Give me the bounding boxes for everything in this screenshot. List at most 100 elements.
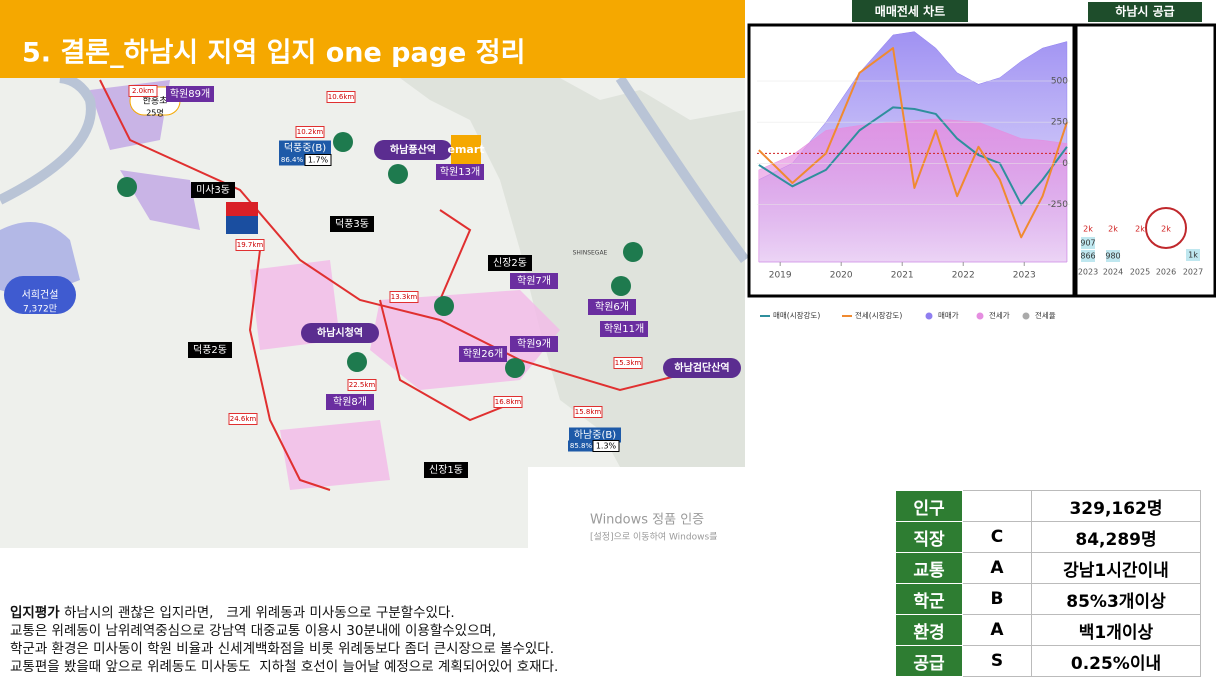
map-label-box [424,462,468,478]
title-bar [0,0,745,78]
map-label-box [459,346,507,362]
map-river [0,73,750,263]
map-label-box [301,323,379,343]
y-tick-label: 250 [1051,118,1068,128]
map-label: 15.3km [615,359,642,367]
supply-year: 2024 [1103,268,1123,277]
table-cell: B [962,583,1032,615]
supply-label: 2k [1083,225,1093,234]
map-label: 25명 [146,108,164,118]
map-label-box [588,299,636,315]
table-cell: S [962,645,1032,677]
map-label-box [663,358,741,378]
table-cell: 강남1시간이내 [1031,552,1201,584]
table-cell: A [962,552,1032,584]
map-label-box [389,291,419,303]
map-label: 덕풍2동 [193,344,227,356]
map-label-box [488,255,532,271]
map-label: 학원11개 [604,323,644,335]
text-line: 교통편을 봤을때 앞으로 위례동도 미사동도 지하철 호선이 늘어날 예정으로 … [10,659,559,675]
map-label: 학원8개 [333,396,367,408]
map-label: 1.3% [596,442,617,451]
map-label: 13.3km [391,293,418,301]
map-label: SHINSEGAE [573,250,608,257]
y-tick-label: -250 [1048,200,1069,210]
text-line: 학군과 환경은 미사동이 학원 비율과 신세계백화점을 비롯 위례동보다 좀더 … [10,641,555,657]
map-label-box [279,154,305,166]
map-route [99,79,701,491]
supply-label: 1k [1188,251,1198,260]
price-line [758,47,1068,239]
map-label-box [436,164,484,180]
map-label: 86.4% [281,156,304,164]
map-label-box [613,357,643,369]
supply-year: 2023 [1078,268,1098,277]
map-label-box [228,413,258,425]
map-label-box [4,276,76,314]
summary-table: 인구 329,162명 직장 C 84,289명 교통 A 강남1시간이내 학군 B 85%3개이상… [895,490,1201,677]
x-tick-label: 2023 [1013,271,1036,281]
table-cell: 0.25%이내 [1031,645,1201,677]
map-label-box [569,427,621,443]
x-tick-label: 2019 [769,271,792,281]
slide-title: 5. 결론_하남시 지역 입지 one page 정리 [22,38,525,69]
map-label-box [568,440,594,452]
price-area [758,118,1068,263]
map-label: emart [447,143,484,156]
map-label: 미사3동 [196,184,230,196]
map-label: 85.8% [570,442,593,450]
map-district [90,80,200,230]
map-markers [117,132,643,378]
map-label-box [347,379,377,391]
map-label-box [573,406,603,418]
map-label-box [191,182,235,198]
table-cell: 교통 [895,552,963,584]
map-label: 10.6km [328,93,355,101]
chart-tag-text: 하남시 공급 [1115,4,1174,19]
map-label-box [592,440,620,452]
text-line: 교통은 위례동이 남위례역중심으로 강남역 대중교통 이용시 30분내에 이용할… [10,623,497,639]
map-label-box [326,91,356,103]
map-label-box [374,140,452,160]
evaluation-text: 입지평가 하남시의 괜찮은 입지라면, 크게 위례동과 미사동으로 구분할수있다… [10,604,558,676]
x-tick-label: 2022 [952,271,975,281]
map-label: 16.8km [495,398,522,406]
map-area [400,78,745,467]
map-label: [설정]으로 이동하여 Windows를 [590,531,717,543]
table-cell: 85%3개이상 [1031,583,1201,615]
map-label-box [510,336,558,352]
costco-logo [226,202,258,216]
table-row: 학군 B 85%3개이상 [895,583,1201,615]
chart-frame [747,23,1076,298]
legend-label: 전세(시장강도) [855,310,902,320]
map-label-box [451,135,481,165]
map-label-box [235,239,265,251]
map-label: 학원6개 [595,301,629,313]
map-label-box [279,140,331,156]
chart-tag-text: 매매전세 차트 [875,4,945,19]
text-line: 하남시의 괜찮은 입지라면, 크게 위례동과 미사동으로 구분할수있다. [63,605,455,621]
supply-label: 907 [1080,239,1095,248]
map-label: 학원7개 [517,275,551,287]
map-label-box [326,394,374,410]
map-label-box [330,216,374,232]
supply-bar [1106,250,1120,262]
map-label-box [510,273,558,289]
supply-label: 866 [1080,252,1095,261]
map-label: 1.7% [308,156,329,165]
supply-label: 2k [1135,225,1145,234]
map-district [0,222,80,294]
table-cell: 직장 [895,521,963,553]
map-label: 7,372만 [23,304,57,315]
map-label-box [600,321,648,337]
legend-label: 전세가 [989,310,1010,320]
map-label-box [493,396,523,408]
map-label: Windows 정품 인증 [590,513,704,528]
map-label: 하남풍산역 [390,143,436,156]
legend-label: 매매가 [938,311,959,320]
legend-swatch [925,312,933,320]
table-row: 인구 329,162명 [895,490,1201,522]
supply-year: 2027 [1183,268,1203,277]
